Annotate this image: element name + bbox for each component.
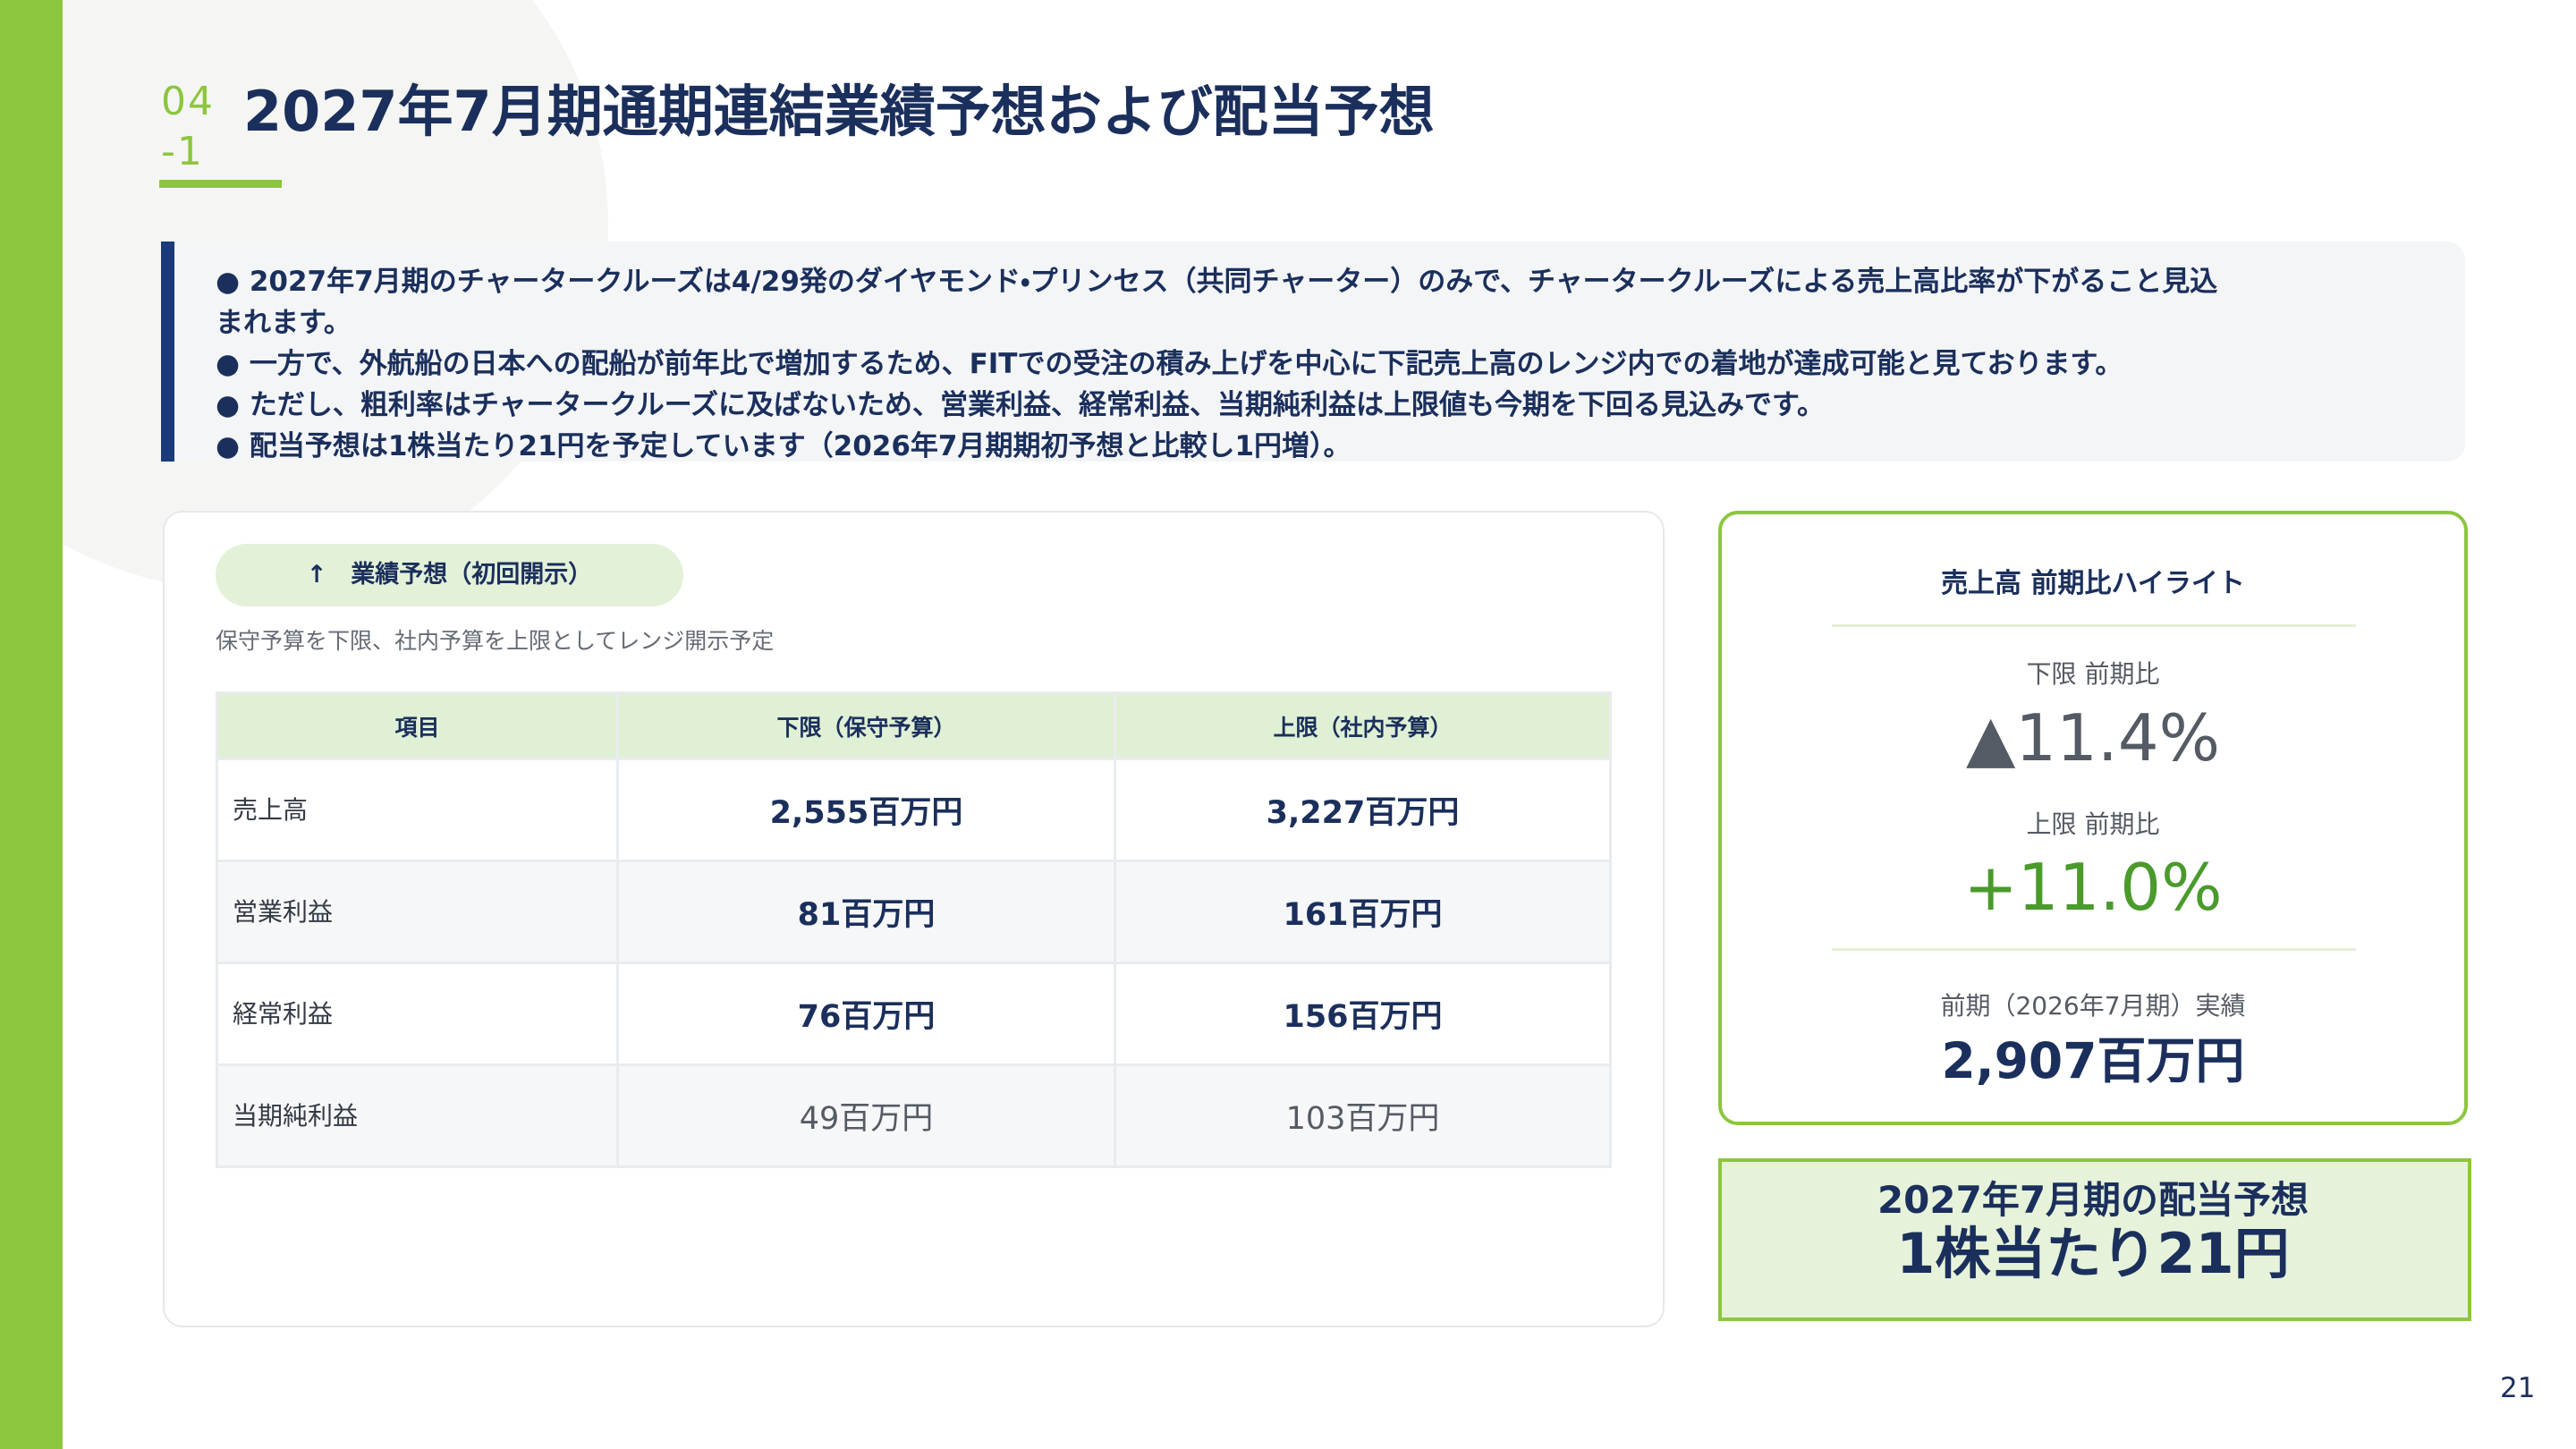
header-cell: 上限（社内予算） bbox=[1114, 691, 1612, 760]
row-label: 経常利益 bbox=[216, 962, 619, 1066]
sidebar bbox=[0, 0, 63, 1449]
notes: ● 2027年7月期のチャータークルーズは4/29発のダイヤモンド・プリンセス（… bbox=[216, 261, 2434, 467]
page-number: 21 bbox=[2500, 1372, 2536, 1404]
section-number-bottom: -1 bbox=[161, 129, 204, 174]
dividend-box bbox=[1718, 1158, 2471, 1321]
highlight-title: 売上高 前期比ハイライト bbox=[1941, 568, 2245, 599]
header-cell: 下限（保守予算） bbox=[616, 691, 1116, 760]
notes-box bbox=[161, 242, 2465, 462]
note: まれます。 bbox=[216, 307, 352, 339]
divider bbox=[1832, 624, 2356, 627]
table-cell: 156百万円 bbox=[1114, 962, 1612, 1066]
table-body: 売上高 2,555百万円 3,227百万円 営業利益 81百万円 161百万円 経常利益 76… bbox=[216, 758, 1612, 1168]
row-label: 売上高 bbox=[216, 758, 619, 862]
prior-label: 前期（2026年7月期）実績 bbox=[1940, 991, 2246, 1021]
note: ● ただし、粗利率はチャータークルーズに及ばないため、営業利益、経常利益、当期純… bbox=[216, 389, 1825, 421]
row-label: 営業利益 bbox=[216, 860, 619, 964]
row-label: 当期純利益 bbox=[216, 1063, 619, 1168]
header-row: 項目 下限（保守予算） 上限（社内予算） bbox=[216, 691, 1612, 760]
title: 2027年7月期通期連結業績予想および配当予想 bbox=[243, 79, 1435, 144]
note: ● 配当予想は1株当たり21円を予定しています（2026年7月期期初予想と比較し… bbox=[216, 430, 1352, 462]
table-cell: 2,555百万円 bbox=[616, 758, 1116, 862]
table-cell: 3,227百万円 bbox=[1114, 758, 1612, 862]
dividend-value: 1株当たり21円 bbox=[1896, 1221, 2290, 1286]
prior-value: 2,907百万円 bbox=[1941, 1032, 2245, 1089]
table-row: 営業利益 81百万円 161百万円 bbox=[216, 860, 1612, 964]
table-cell: 103百万円 bbox=[1114, 1063, 1612, 1168]
table-row: 売上高 2,555百万円 3,227百万円 bbox=[216, 758, 1612, 862]
highlight-card bbox=[1718, 511, 2468, 1125]
dividend-title: 2027年7月期の配当予想 bbox=[1877, 1178, 2309, 1222]
section-number-top: 04 bbox=[161, 79, 215, 124]
section-number: 04 -1 bbox=[161, 77, 215, 177]
note: ● 一方で、外航船の日本への配船が前年比で増加するため、FITでの受注の積み上げ… bbox=[216, 348, 2123, 380]
table-cell: 161百万円 bbox=[1114, 860, 1612, 964]
lower-label: 下限 前期比 bbox=[2026, 659, 2160, 689]
notes-accent bbox=[161, 242, 174, 462]
header-cell: 項目 bbox=[216, 691, 619, 760]
section-underline bbox=[159, 180, 282, 188]
upper-value: +11.0% bbox=[1963, 850, 2223, 925]
upper-label: 上限 前期比 bbox=[2026, 809, 2160, 839]
table-cell: 76百万円 bbox=[616, 962, 1116, 1066]
divider bbox=[1832, 948, 2356, 951]
table-row: 経常利益 76百万円 156百万円 bbox=[216, 962, 1612, 1066]
forecast-table: 項目 下限（保守予算） 上限（社内予算） 売上高 2,555百万円 3,227百万円… bbox=[216, 691, 1612, 1168]
forecast-badge: ↑ 業績予想（初回開示） bbox=[216, 544, 683, 606]
table-row: 当期純利益 49百万円 103百万円 bbox=[216, 1063, 1612, 1168]
table-cell: 81百万円 bbox=[616, 860, 1116, 964]
table-cell: 49百万円 bbox=[616, 1063, 1116, 1168]
lower-value: ▲11.4% bbox=[1965, 700, 2221, 775]
forecast-note: 保守予算を下限、社内予算を上限としてレンジ開示予定 bbox=[216, 628, 775, 654]
note: ● 2027年7月期のチャータークルーズは4/29発のダイヤモンド・プリンセス（… bbox=[216, 266, 2218, 298]
